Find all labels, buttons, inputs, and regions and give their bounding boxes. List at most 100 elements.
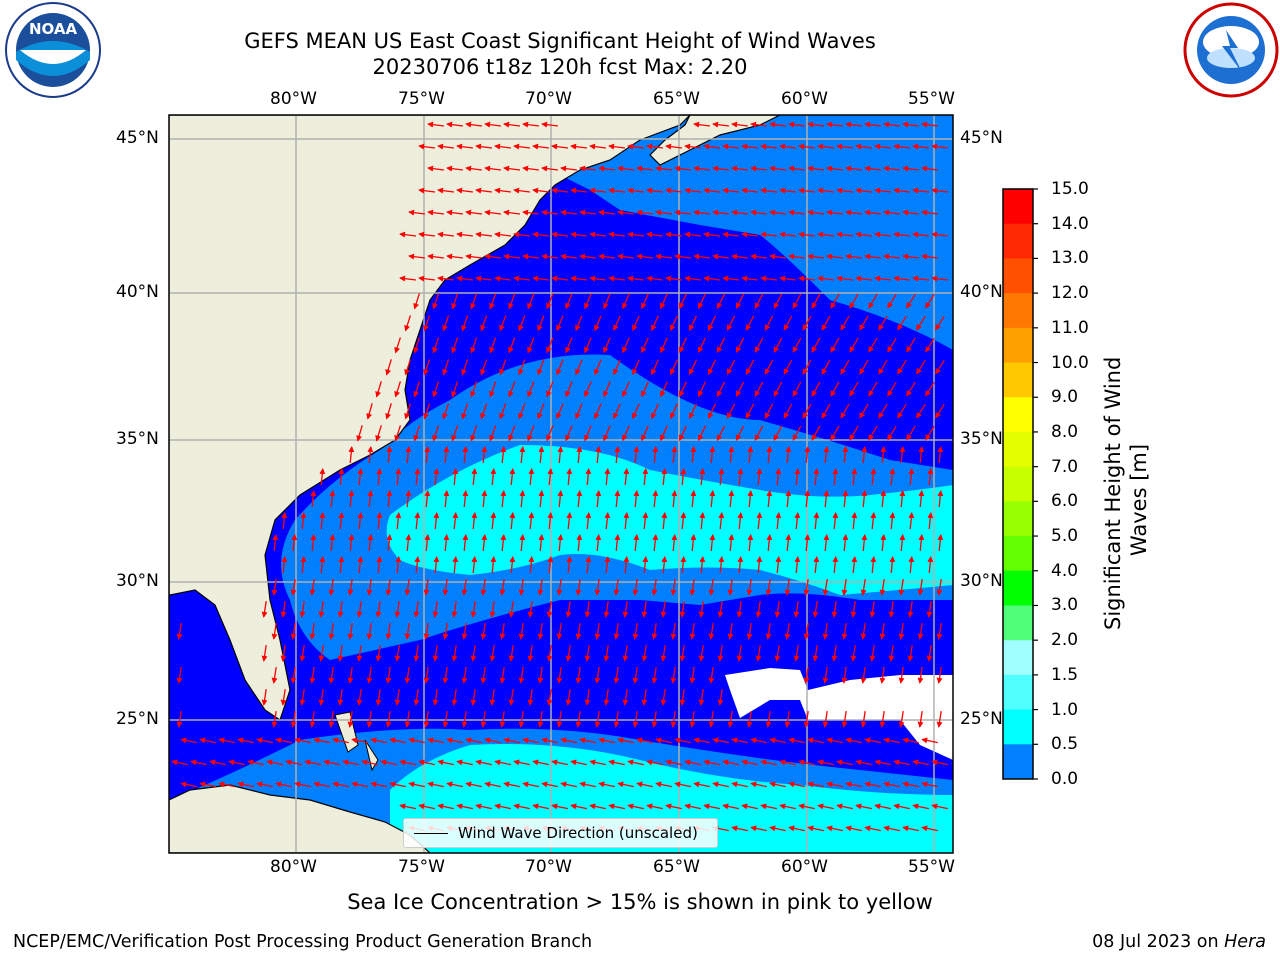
wave-arrow (746, 623, 753, 640)
wave-arrow (566, 468, 573, 486)
wave-arrow (622, 381, 630, 398)
wave-arrow (261, 601, 268, 618)
wave-arrow (432, 381, 440, 398)
wave-arrow (811, 293, 821, 309)
wave-arrow (880, 446, 887, 464)
colorbar-frame (1002, 188, 1034, 780)
wave-arrow (461, 315, 469, 332)
wave-arrow (319, 512, 326, 530)
wave-arrow (527, 689, 534, 706)
wave-arrow (802, 359, 812, 375)
wave-arrow (921, 253, 938, 260)
wave-arrow (489, 337, 497, 354)
wave-arrow (883, 781, 900, 788)
wave-arrow (831, 645, 838, 662)
wave-arrow (864, 165, 881, 172)
legend-line-icon (414, 832, 448, 834)
wave-arrow (508, 381, 516, 398)
wave-arrow (423, 623, 430, 640)
wave-arrow (907, 601, 914, 618)
wave-arrow (712, 253, 729, 260)
wave-arrow (442, 623, 449, 640)
wave-arrow (674, 781, 691, 788)
wave-arrow (413, 293, 421, 310)
wave-arrow (698, 645, 705, 662)
wave-arrow (850, 601, 857, 618)
wave-arrow (519, 490, 526, 508)
wave-arrow (868, 425, 878, 441)
wave-arrow (413, 337, 421, 354)
wave-arrow (494, 275, 511, 282)
wave-arrow (594, 667, 601, 684)
footer-date: 08 Jul 2023 on Hera (1092, 932, 1266, 952)
wave-arrow (432, 645, 439, 662)
wave-arrow (750, 209, 767, 216)
wave-arrow (513, 759, 530, 766)
wave-arrow (912, 275, 929, 282)
wave-arrow (745, 403, 755, 419)
wave-arrow (470, 425, 478, 442)
wave-arrow (499, 667, 506, 684)
colorbar-segment (1003, 258, 1033, 294)
wave-arrow (537, 315, 545, 332)
wave-arrow (299, 601, 306, 618)
wave-arrow (926, 601, 933, 618)
wave-arrow (754, 293, 764, 309)
wave-arrow (389, 781, 406, 788)
wave-arrow (822, 623, 829, 640)
wave-arrow (636, 209, 653, 216)
wave-arrow (418, 187, 435, 194)
wave-arrow (927, 556, 934, 574)
wave-arrow (726, 359, 736, 375)
wave-arrow (736, 601, 743, 618)
wave-arrow (707, 359, 717, 376)
wave-arrow (912, 143, 929, 150)
wave-arrow (613, 579, 620, 596)
wave-arrow (176, 711, 183, 728)
wave-arrow (332, 781, 349, 788)
wave-arrow (693, 781, 710, 788)
wave-arrow (703, 187, 720, 194)
wave-arrow (718, 512, 725, 530)
lon-label-top: 80°W (270, 89, 317, 109)
wave-arrow (484, 253, 501, 260)
wave-arrow (394, 689, 401, 706)
wave-arrow (717, 645, 724, 662)
wave-arrow (546, 601, 553, 618)
wave-arrow (329, 534, 336, 552)
wave-arrow (375, 425, 382, 442)
wave-arrow (537, 359, 545, 376)
wave-arrow (788, 737, 805, 744)
wave-arrow (494, 803, 511, 810)
wave-arrow (527, 381, 535, 398)
wave-arrow (589, 803, 606, 810)
wave-arrow (655, 209, 672, 216)
wave-arrow (798, 759, 815, 766)
wave-arrow (807, 121, 824, 128)
colorbar-tick-label: 0.0 (1051, 769, 1079, 789)
wave-arrow (309, 579, 316, 596)
wave-arrow (565, 337, 573, 354)
wave-arrow (906, 425, 916, 441)
wave-arrow (779, 143, 796, 150)
wave-arrow (348, 446, 355, 464)
wave-arrow (461, 403, 469, 420)
wave-arrow (712, 737, 729, 744)
wave-arrow (670, 667, 677, 684)
wave-arrow (817, 143, 834, 150)
wave-arrow (627, 231, 644, 238)
wave-arrow (735, 381, 745, 397)
wave-arrow (889, 512, 896, 530)
wave-arrow (703, 143, 720, 150)
wave-arrow (697, 337, 707, 354)
wave-arrow (375, 381, 382, 398)
wave-arrow (803, 623, 810, 640)
wave-arrow (779, 187, 796, 194)
wave-arrow (575, 315, 583, 332)
wave-arrow (760, 759, 777, 766)
wave-arrow (522, 781, 539, 788)
wave-arrow (348, 534, 355, 552)
wave-arrow (608, 231, 625, 238)
wave-arrow (845, 781, 862, 788)
wave-arrow (418, 275, 435, 282)
